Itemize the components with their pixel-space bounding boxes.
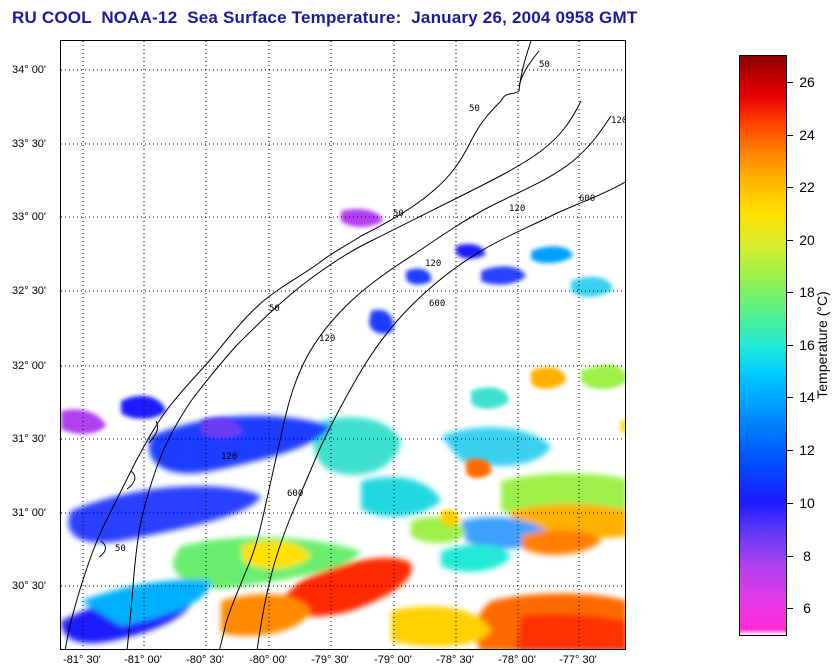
isobath-labels: 50 120 50 120 600 50 120 600 50 120 50 1… [115,60,626,554]
colorbar-label: 6 [803,600,811,616]
lat-label-31-30: 31° 30' [12,433,47,445]
colorbar-label: 14 [799,389,815,405]
temperature-colorbar [739,55,787,636]
colorbar-tick [787,345,793,346]
colorbar-label: 10 [799,495,815,511]
isobath-label: 120 [221,452,237,462]
colorbar-label: 12 [799,442,815,458]
colorbar-label: 26 [799,74,815,90]
colorbar-tick [787,240,793,241]
lon-label-79-00: -79° 00' [374,654,412,666]
colorbar-label: 18 [799,284,815,300]
colorbar-title: Temperature (°C) [814,291,830,399]
colorbar-label: 22 [799,179,815,195]
isobath-label: 600 [579,194,595,204]
lat-label-33-30: 33° 30' [12,138,47,150]
lat-label-31-00: 31° 00' [12,507,47,519]
lon-label-78-30: -78° 30' [436,654,474,666]
lon-label-78-00: -78° 00' [498,654,536,666]
isobath-layer [126,100,625,649]
colorbar-tick [787,135,793,136]
colorbar-tick [787,608,793,609]
isobath-label: 120 [319,334,335,344]
lon-label-80-30: -80° 30' [186,654,224,666]
lon-label-79-30: -79° 30' [311,654,349,666]
isobath-label: 50 [393,209,404,219]
lon-label-80-00: -80° 00' [249,654,287,666]
lat-label-32-00: 32° 00' [12,360,47,372]
colorbar-label: 24 [799,127,815,143]
colorbar-tick [787,503,793,504]
isobath-label: 120 [425,259,441,269]
lon-label-81-00: -81° 00' [124,654,162,666]
lon-label-77-30: -77° 30' [559,654,597,666]
sst-map-svg: 50 120 50 120 600 50 120 600 50 120 50 1… [61,41,626,649]
isobath-label: 120 [509,204,525,214]
sst-map: 50 120 50 120 600 50 120 600 50 120 50 1… [60,40,626,650]
isobath-label: 50 [539,60,550,70]
colorbar-tick [787,292,793,293]
colorbar-tick [787,187,793,188]
isobath-label: 50 [115,544,126,554]
isobath-label: 120 [611,116,626,126]
colorbar-tick [787,556,793,557]
graticule [61,41,625,649]
colorbar-label: 16 [799,337,815,353]
lat-label-34-00: 34° 00' [12,64,47,76]
isobath-label: 50 [469,104,480,114]
colorbar-label: 20 [799,232,815,248]
isobath-label: 600 [429,299,445,309]
coastline-layer [64,41,540,649]
colorbar-label: 8 [803,548,811,564]
lat-label-32-30: 32° 30' [12,285,47,297]
isobath-label: 600 [287,489,303,499]
colorbar-tick [787,450,793,451]
colorbar-tick [787,397,793,398]
sst-data-layer [61,209,625,649]
lon-label-81-30: -81° 30' [63,654,101,666]
map-title: RU COOL NOAA-12 Sea Surface Temperature:… [12,8,638,27]
colorbar-tick [787,82,793,83]
lat-label-30-30: 30° 30' [12,580,47,592]
lat-label-33-00: 33° 00' [12,211,47,223]
isobath-label: 50 [269,304,280,314]
